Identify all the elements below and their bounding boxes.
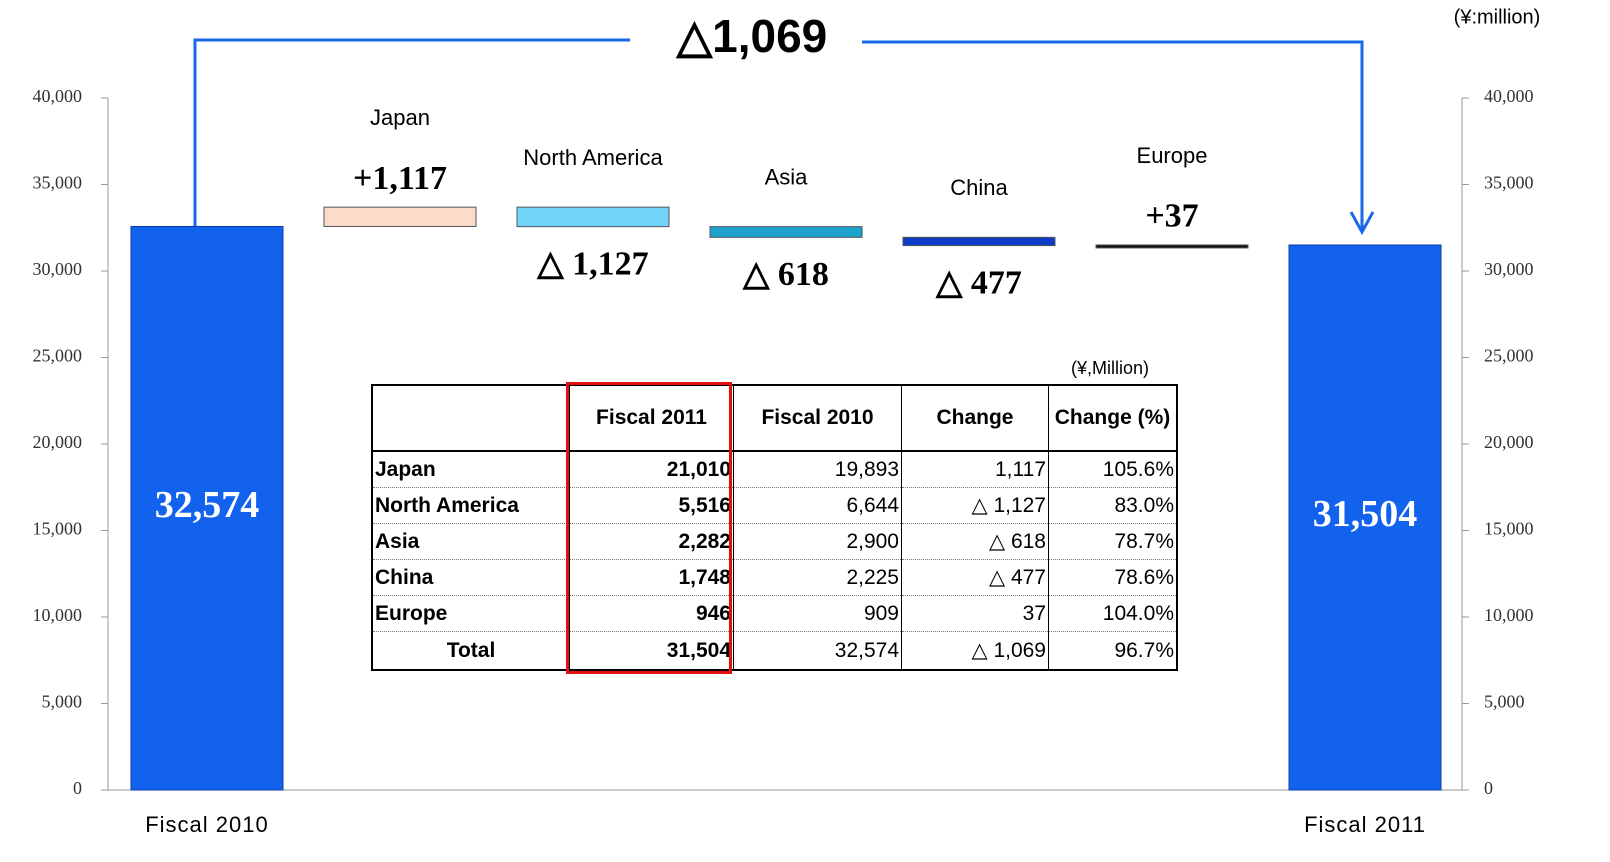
table-row: Europe 946 909 37 104.0%: [372, 595, 1177, 632]
x-tick-label: Fiscal 2011: [1304, 812, 1426, 837]
y2-tick-label: 35,000: [1484, 173, 1534, 193]
table-cell: 32,574: [733, 631, 902, 670]
bar: [1095, 244, 1249, 249]
value-label: △ 618: [742, 256, 829, 293]
table-cell: 2,282: [569, 523, 734, 560]
table-cell: China: [372, 559, 570, 596]
table-cell: 2,900: [733, 523, 902, 560]
bracket-right: [862, 40, 1364, 230]
category-label: Japan: [370, 105, 430, 130]
bracket-left: [193, 38, 630, 226]
y2-tick-label: 30,000: [1484, 259, 1534, 279]
table-row: Japan 21,010 19,893 1,117 105.6%: [372, 451, 1177, 488]
category-label: Asia: [765, 164, 809, 189]
table-cell: Total: [446, 638, 496, 662]
y2-tick-label: 40,000: [1484, 86, 1534, 106]
category-label: China: [950, 175, 1008, 200]
annotation: △1,069: [675, 10, 828, 62]
table-cell: △ 1,069: [901, 631, 1049, 670]
bar: [516, 206, 670, 228]
table-cell: Japan: [372, 451, 570, 488]
table-cell: 1,117: [901, 451, 1049, 488]
table-cell: 31,504: [569, 631, 734, 670]
bar: [709, 226, 863, 238]
table-cell: 83.0%: [1048, 487, 1177, 524]
header-cell: Fiscal 2010: [733, 385, 902, 452]
arrow-head: [1349, 211, 1375, 236]
table-cell: Europe: [372, 595, 570, 632]
y-tick-label: 15,000: [33, 519, 83, 539]
value-label: +37: [1145, 198, 1198, 235]
y-tick-label: 40,000: [33, 86, 83, 106]
table-cell: Asia: [372, 523, 570, 560]
header-cell: Change (%): [1048, 385, 1177, 452]
y-tick-label: 5,000: [42, 692, 83, 712]
y-tick-label: 35,000: [33, 173, 83, 193]
value-label: △ 1,127: [536, 245, 648, 282]
table-cell: 104.0%: [1048, 595, 1177, 632]
y-tick-label: 0: [73, 778, 82, 798]
table-cell: 96.7%: [1048, 631, 1177, 670]
value-label: 32,574: [155, 484, 260, 526]
header-cell: Fiscal 2011: [569, 385, 734, 452]
y2-tick-label: 20,000: [1484, 432, 1534, 452]
table-unit: (¥,Million): [1071, 358, 1149, 378]
value-label: +1,117: [353, 160, 447, 197]
table-cell: 21,010: [569, 451, 734, 488]
value-label: △ 477: [935, 264, 1022, 301]
y2-tick-label: 10,000: [1484, 605, 1534, 625]
bar: [130, 225, 284, 791]
table-cell: 78.7%: [1048, 523, 1177, 560]
table-row: Asia 2,282 2,900 △ 618 78.7%: [372, 523, 1177, 560]
table-cell: 946: [569, 595, 734, 632]
bar: [1288, 244, 1442, 791]
table-cell: 78.6%: [1048, 559, 1177, 596]
header-cell: [372, 385, 570, 452]
bar: [902, 236, 1056, 247]
table-row: China 1,748 2,225 △ 477 78.6%: [372, 559, 1177, 596]
table-cell: 909: [733, 595, 902, 632]
table-row: North America 5,516 6,644 △ 1,127 83.0%: [372, 487, 1177, 524]
table-cell: North America: [372, 487, 570, 524]
header-cell: Change: [901, 385, 1049, 452]
table-cell: △ 618: [901, 523, 1049, 560]
table-cell: 2,225: [733, 559, 902, 596]
table-cell: △ 477: [901, 559, 1049, 596]
table-row: Total 31,504 32,574 △ 1,069 96.7%: [372, 631, 1177, 670]
unit: (¥:million): [1454, 6, 1541, 28]
table-cell: 5,516: [569, 487, 734, 524]
table-cell: 1,748: [569, 559, 734, 596]
category-label: North America: [523, 145, 663, 170]
header-row: Fiscal 2011 Fiscal 2010 Change Change (%): [372, 385, 1177, 452]
y2-tick-label: 0: [1484, 778, 1493, 798]
y2-tick-label: 5,000: [1484, 692, 1525, 712]
y-tick-label: 25,000: [33, 346, 83, 366]
x-tick-label: Fiscal 2010: [145, 812, 269, 837]
table: Fiscal 2011 Fiscal 2010 Change Change (%) Ja…: [371, 384, 1178, 671]
bar: [323, 206, 477, 227]
table-cell: 6,644: [733, 487, 902, 524]
value-label: 31,504: [1313, 493, 1418, 535]
table-cell: 105.6%: [1048, 451, 1177, 488]
y2-tick-label: 25,000: [1484, 346, 1534, 366]
y-tick-label: 10,000: [33, 605, 83, 625]
y2-tick-label: 15,000: [1484, 519, 1534, 539]
table-cell: 37: [901, 595, 1049, 632]
table-cell: 19,893: [733, 451, 902, 488]
category-label: Europe: [1137, 143, 1208, 168]
table-cell: △ 1,127: [901, 487, 1049, 524]
y-tick-label: 30,000: [33, 259, 83, 279]
y-tick-label: 20,000: [33, 432, 83, 452]
